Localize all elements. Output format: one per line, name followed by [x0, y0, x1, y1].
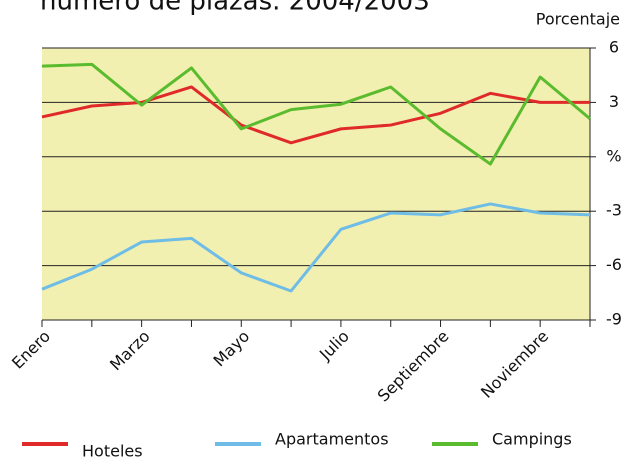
y-tick-label: -6 [606, 255, 622, 274]
x-tick-label: Noviembre [477, 327, 552, 402]
x-tick-label: Septiembre [374, 327, 453, 406]
chart-title: número de plazas. 2004/2003 [40, 0, 430, 17]
y-tick-label: 3 [609, 92, 619, 111]
y-tick-label: -9 [606, 310, 622, 329]
plot-background [42, 48, 590, 320]
y-tick-label: % [606, 146, 621, 165]
x-tick-label: Marzo [106, 327, 154, 375]
y-tick-label: -3 [606, 201, 622, 220]
line-series [41, 202, 591, 293]
line-series [41, 85, 590, 145]
x-tick-label: Enero [8, 327, 54, 373]
legend-label: Hoteles [82, 442, 143, 461]
legend-label: Apartamentos [275, 430, 389, 449]
y-tick-label: 6 [609, 38, 619, 57]
line-series [41, 62, 591, 166]
x-tick-label: Julio [315, 327, 353, 365]
x-tick-label: Mayo [210, 327, 254, 371]
legend-label: Campings [492, 430, 572, 449]
y-axis-label: Porcentaje [536, 10, 620, 29]
